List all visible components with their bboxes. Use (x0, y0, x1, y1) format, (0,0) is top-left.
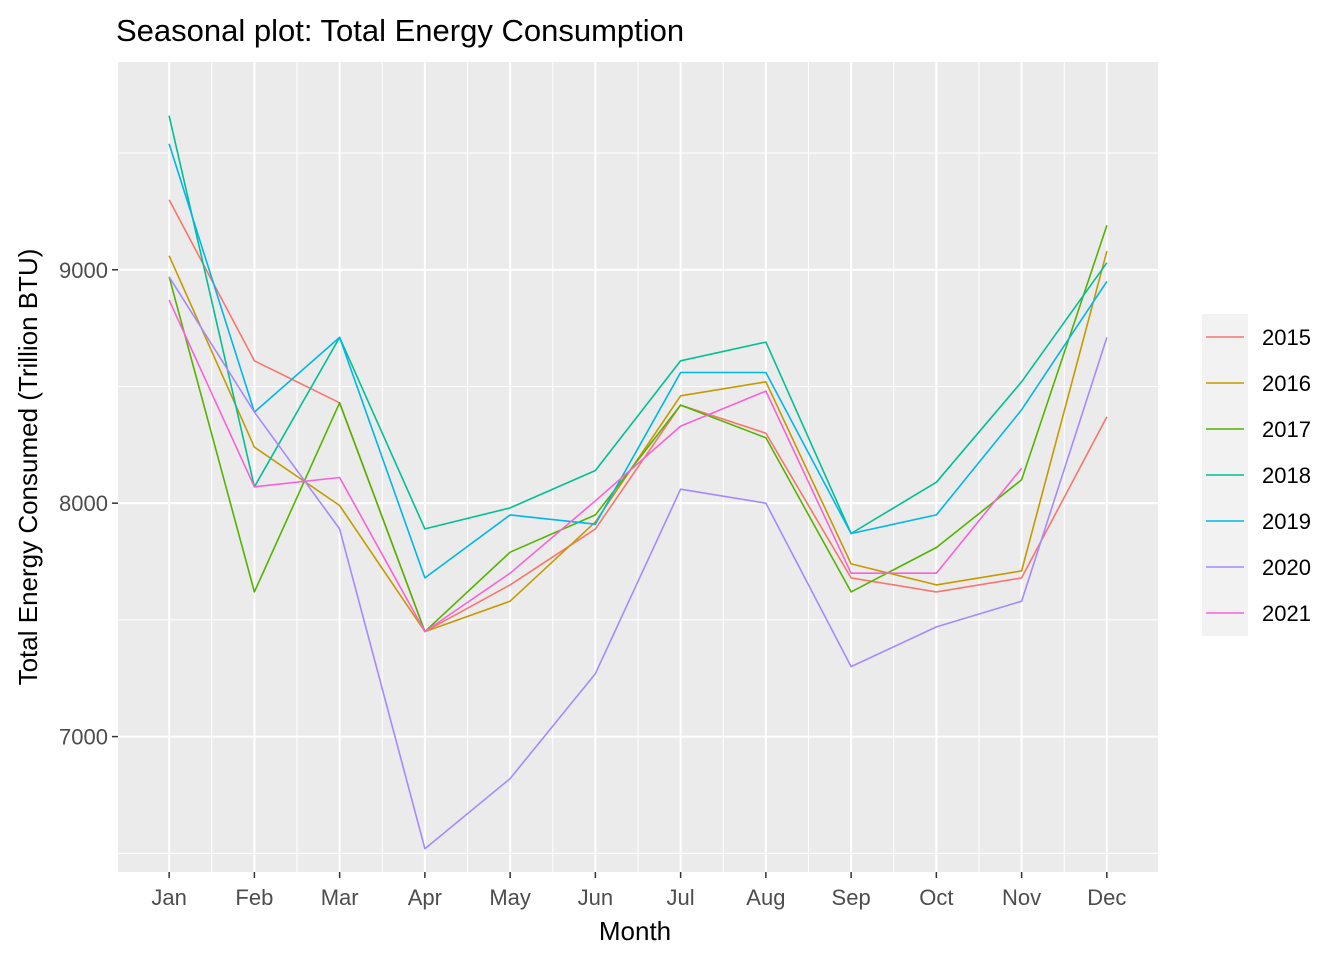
series-line-2018 (168, 115, 1108, 535)
y-axis-title: Total Energy Consumed (Trillion BTU) (13, 249, 43, 686)
series-line-2020 (168, 276, 1108, 850)
y-axis-ticks: 7000 8000 9000 (59, 258, 118, 750)
x-tick-label: Oct (919, 885, 953, 910)
x-tick-label: Sep (832, 885, 871, 910)
legend-label-2019: 2019 (1262, 509, 1311, 534)
x-tick-label: Jan (151, 885, 186, 910)
legend-label-2021: 2021 (1262, 601, 1311, 626)
series-line-2017 (168, 225, 1108, 633)
series-lines (168, 115, 1108, 850)
series-line-2019 (168, 143, 1108, 579)
x-axis-ticks: Jan Feb Mar Apr May Jun Jul Aug Sep Oct Nov Dec (151, 872, 1126, 910)
legend-label-2018: 2018 (1262, 463, 1311, 488)
legend: 2015 2016 2017 2018 2019 2020 2021 (1202, 314, 1311, 636)
legend-label-2015: 2015 (1262, 325, 1311, 350)
x-tick-label: Mar (321, 885, 359, 910)
legend-label-2017: 2017 (1262, 417, 1311, 442)
x-tick-label: Dec (1087, 885, 1126, 910)
x-tick-label: May (489, 885, 531, 910)
y-tick-label: 8000 (59, 491, 108, 516)
x-tick-label: Apr (408, 885, 442, 910)
x-axis-title: Month (599, 916, 671, 946)
legend-label-2020: 2020 (1262, 555, 1311, 580)
series-line-2021 (168, 299, 1023, 633)
y-tick-label: 7000 (59, 725, 108, 750)
series-line-2015 (168, 199, 1108, 633)
y-tick-label: 9000 (59, 258, 108, 283)
major-gridlines (118, 62, 1158, 872)
chart-title: Seasonal plot: Total Energy Consumption (116, 13, 684, 48)
x-tick-label: Jul (667, 885, 695, 910)
legend-label-2016: 2016 (1262, 371, 1311, 396)
x-tick-label: Feb (235, 885, 273, 910)
x-tick-label: Aug (746, 885, 785, 910)
x-tick-label: Jun (578, 885, 613, 910)
x-tick-label: Nov (1002, 885, 1041, 910)
